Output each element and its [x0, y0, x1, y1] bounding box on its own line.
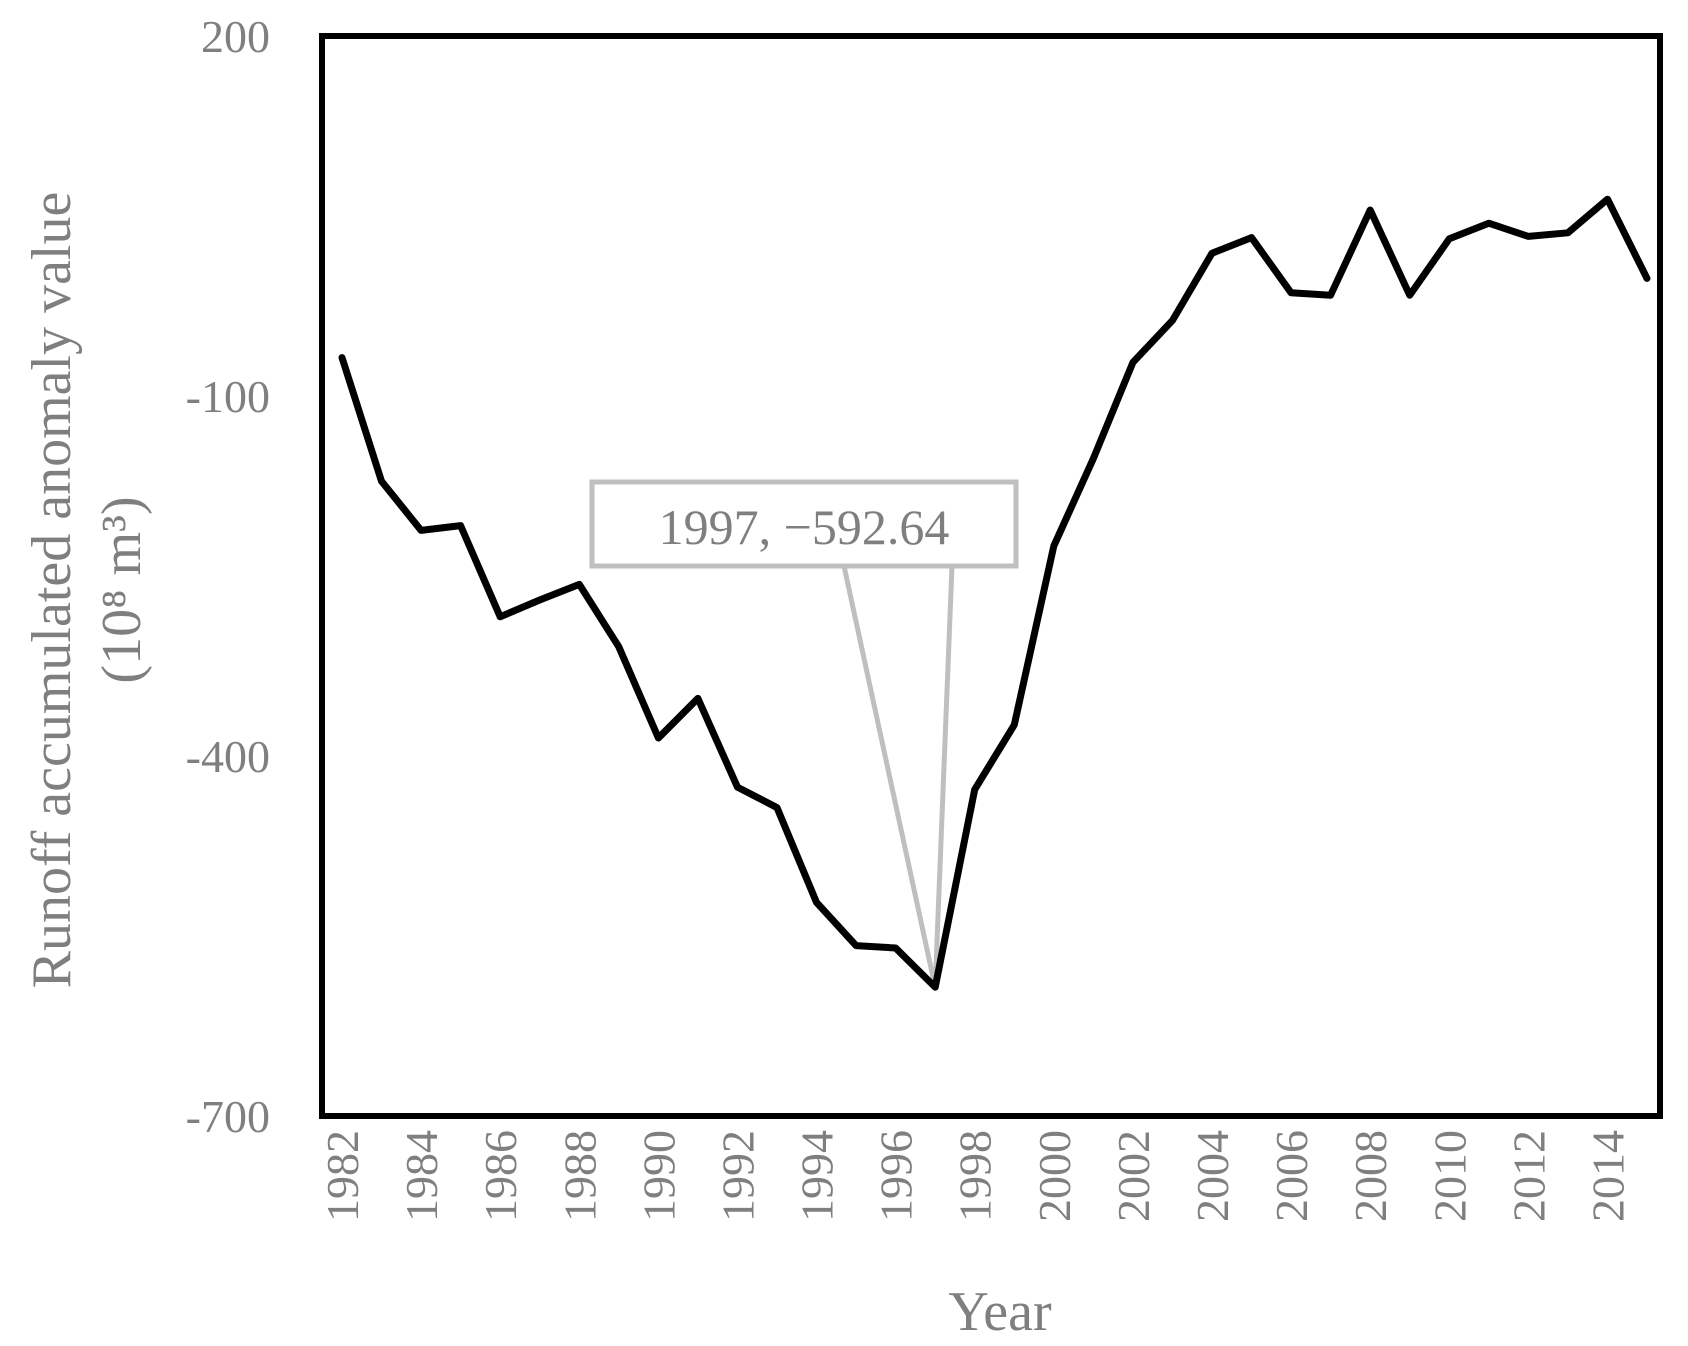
x-tick-label: 2006	[1266, 1130, 1317, 1222]
y-tick-label: -400	[186, 731, 270, 782]
min-value-callout: 1997, −592.64	[589, 479, 1019, 988]
y-axis-title: Runoff accumulated anomaly value	[21, 192, 83, 989]
callout-pointer	[841, 565, 955, 988]
y-axis-ticks: 200 -100 -400 -700	[186, 11, 270, 1142]
x-tick-label: 1988	[554, 1130, 605, 1222]
y-tick-label: 200	[201, 11, 270, 62]
x-tick-label: 1998	[950, 1130, 1001, 1222]
x-tick-label: 1986	[475, 1130, 526, 1222]
series-line	[338, 195, 1651, 991]
x-tick-label: 1982	[317, 1130, 368, 1222]
x-axis-ticks: 1982 1984 1986 1988 1990 1992 1994 1996 1998 2000…	[317, 1130, 1633, 1222]
callout-text: 1997, −592.64	[659, 499, 950, 555]
y-tick-label: -100	[186, 371, 270, 422]
x-tick-label: 1984	[396, 1130, 447, 1222]
x-tick-label: 2000	[1029, 1130, 1080, 1222]
plot-area-frame	[319, 33, 1663, 1119]
x-tick-label: 2014	[1582, 1130, 1633, 1222]
x-tick-label: 1992	[712, 1130, 763, 1222]
x-tick-label: 2010	[1424, 1130, 1475, 1222]
x-tick-label: 2002	[1108, 1130, 1159, 1222]
x-tick-label: 1996	[871, 1130, 922, 1222]
x-tick-label: 2008	[1345, 1130, 1396, 1222]
x-tick-label: 2012	[1503, 1130, 1554, 1222]
x-tick-label: 1994	[792, 1130, 843, 1222]
y-axis-unit: (10⁸ m³)	[91, 496, 153, 683]
x-axis-title: Year	[948, 1281, 1052, 1343]
x-tick-label: 2004	[1187, 1130, 1238, 1222]
callout-box	[589, 479, 1019, 569]
y-tick-label: -700	[186, 1091, 270, 1142]
x-tick-label: 1990	[633, 1130, 684, 1222]
